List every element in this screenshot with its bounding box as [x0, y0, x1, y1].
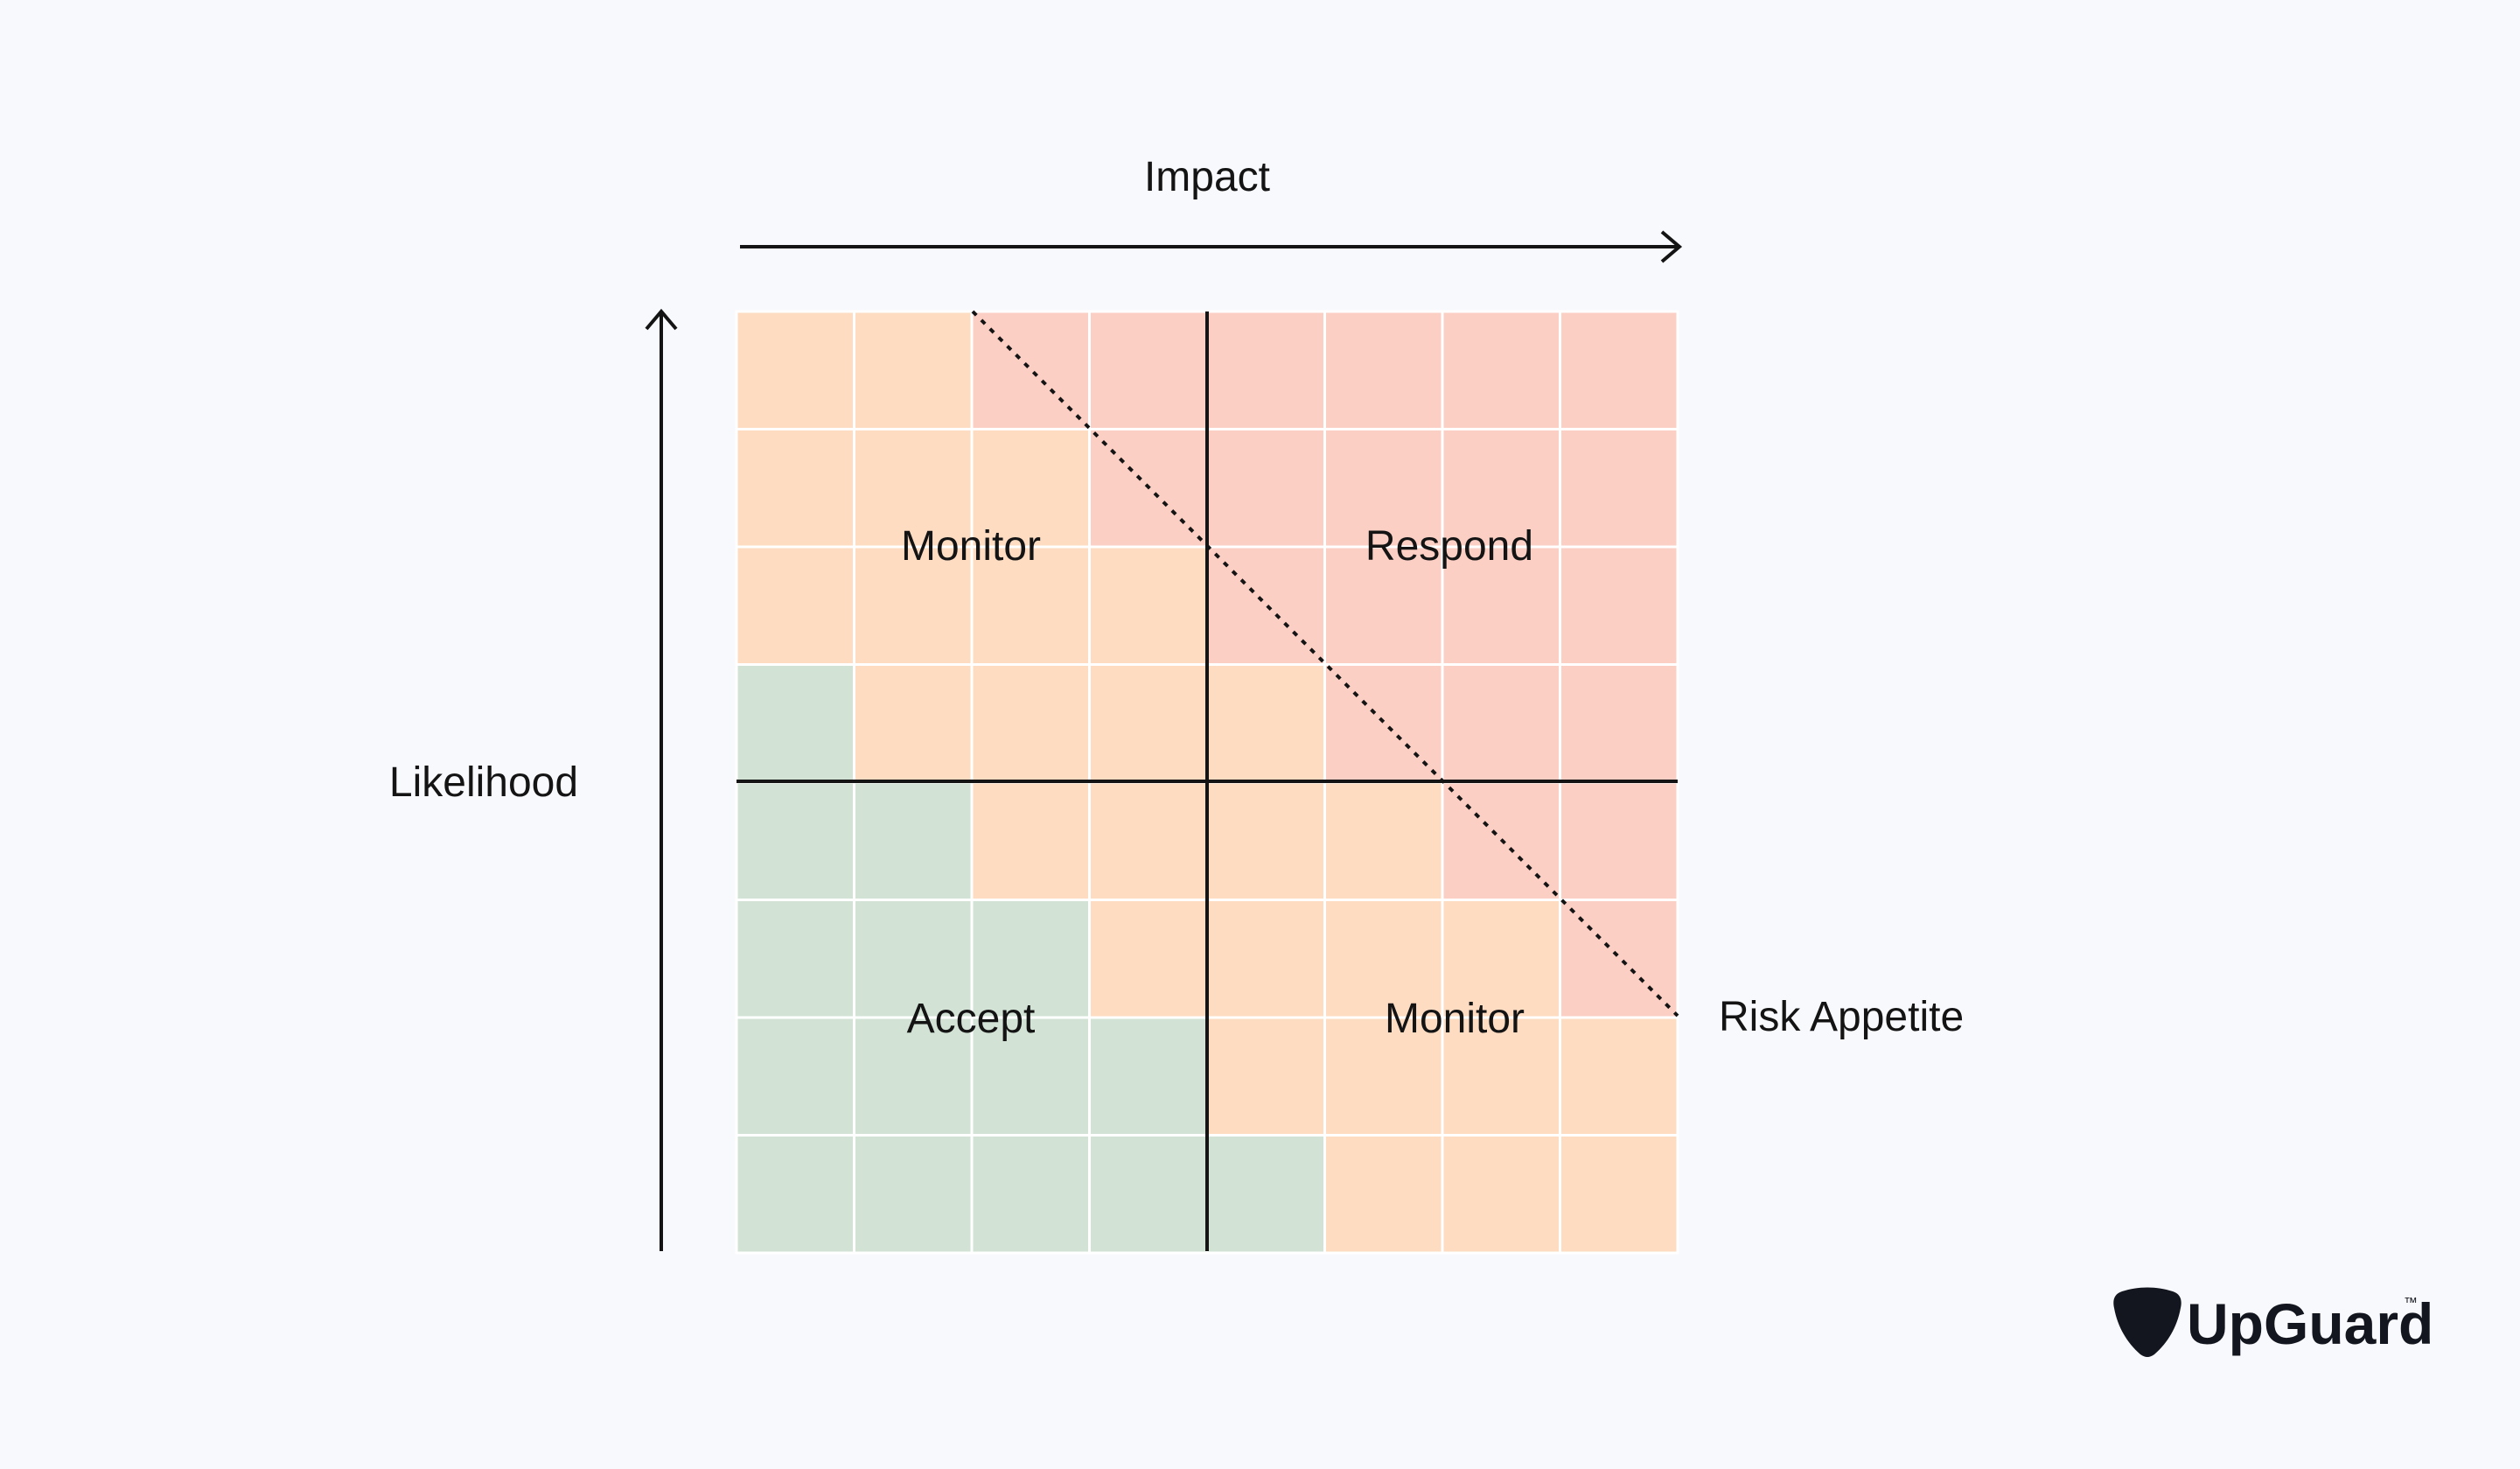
grid-cell-respond [970, 310, 1091, 430]
likelihood-axis-label: Likelihood [389, 759, 578, 806]
grid-cell-respond [1559, 663, 1679, 784]
grid-cell-monitor [1088, 899, 1209, 1019]
grid-cell-monitor [970, 663, 1091, 784]
grid-cell-accept [735, 1016, 855, 1137]
grid-cell-accept [1205, 1134, 1326, 1255]
grid-cell-respond [1323, 310, 1444, 430]
grid-cell-monitor [1559, 1016, 1679, 1137]
grid-cell-accept [970, 1134, 1091, 1255]
grid-cell-accept [735, 663, 855, 784]
grid-cell-respond [1559, 310, 1679, 430]
grid-cell-accept [853, 899, 974, 1019]
impact-axis-label: Impact [1144, 154, 1270, 200]
grid-cell-monitor [1323, 1016, 1444, 1137]
risk-appetite-label: Risk Appetite [1719, 994, 1964, 1040]
grid-cell-monitor [1441, 1016, 1561, 1137]
grid-cell-respond [1559, 780, 1679, 901]
grid-cell-monitor [1441, 1134, 1561, 1255]
upguard-trademark: ™ [2404, 1296, 2418, 1311]
grid-cell-monitor [1205, 780, 1326, 901]
grid-cell-monitor [1323, 1134, 1444, 1255]
grid-cell-accept [970, 1016, 1091, 1137]
grid-cell-monitor [1205, 663, 1326, 784]
grid-cell-monitor [1088, 663, 1209, 784]
risk-grid [735, 310, 1679, 1255]
grid-cell-respond [1323, 545, 1444, 666]
quadrant-label-top-left: Monitor [901, 523, 1041, 570]
upguard-wordmark: UpGuard [2187, 1291, 2433, 1356]
grid-cell-respond [1441, 545, 1561, 666]
grid-cell-monitor [853, 663, 974, 784]
grid-cell-accept [853, 1016, 974, 1137]
grid-cell-respond [1559, 428, 1679, 549]
upguard-logo: UpGuard ™ [2113, 1287, 2433, 1357]
grid-cell-respond [1441, 310, 1561, 430]
quadrant-label-top-right: Respond [1365, 523, 1533, 570]
grid-cell-accept [735, 1134, 855, 1255]
quadrant-label-bottom-left: Accept [907, 996, 1036, 1042]
grid-cell-respond [1205, 310, 1326, 430]
upguard-shield-icon [2113, 1287, 2181, 1357]
grid-cell-monitor [1559, 1134, 1679, 1255]
grid-cell-monitor [1205, 899, 1326, 1019]
grid-cell-monitor [853, 310, 974, 430]
grid-cell-respond [1323, 428, 1444, 549]
grid-cell-monitor [735, 428, 855, 549]
grid-cell-accept [1088, 1016, 1209, 1137]
grid-cell-monitor [735, 545, 855, 666]
grid-cell-respond [1088, 310, 1209, 430]
grid-cell-monitor [970, 780, 1091, 901]
impact-arrow [740, 230, 1683, 263]
grid-cell-monitor [970, 428, 1091, 549]
grid-cell-accept [853, 780, 974, 901]
grid-cell-monitor [1088, 780, 1209, 901]
grid-cell-accept [735, 780, 855, 901]
grid-cell-monitor [1323, 899, 1444, 1019]
grid-cell-monitor [1205, 1016, 1326, 1137]
grid-cell-respond [1559, 899, 1679, 1019]
grid-cell-monitor [1088, 545, 1209, 666]
grid-cell-accept [853, 1134, 974, 1255]
grid-cell-respond [1559, 545, 1679, 666]
grid-cell-monitor [1323, 780, 1444, 901]
grid-cell-accept [1088, 1134, 1209, 1255]
grid-cell-monitor [735, 310, 855, 430]
grid-cell-respond [1205, 428, 1326, 549]
grid-cell-respond [1441, 428, 1561, 549]
quadrant-label-bottom-right: Monitor [1385, 996, 1525, 1042]
likelihood-arrow [645, 308, 678, 1251]
grid-cell-accept [735, 899, 855, 1019]
grid-cell-respond [1441, 663, 1561, 784]
